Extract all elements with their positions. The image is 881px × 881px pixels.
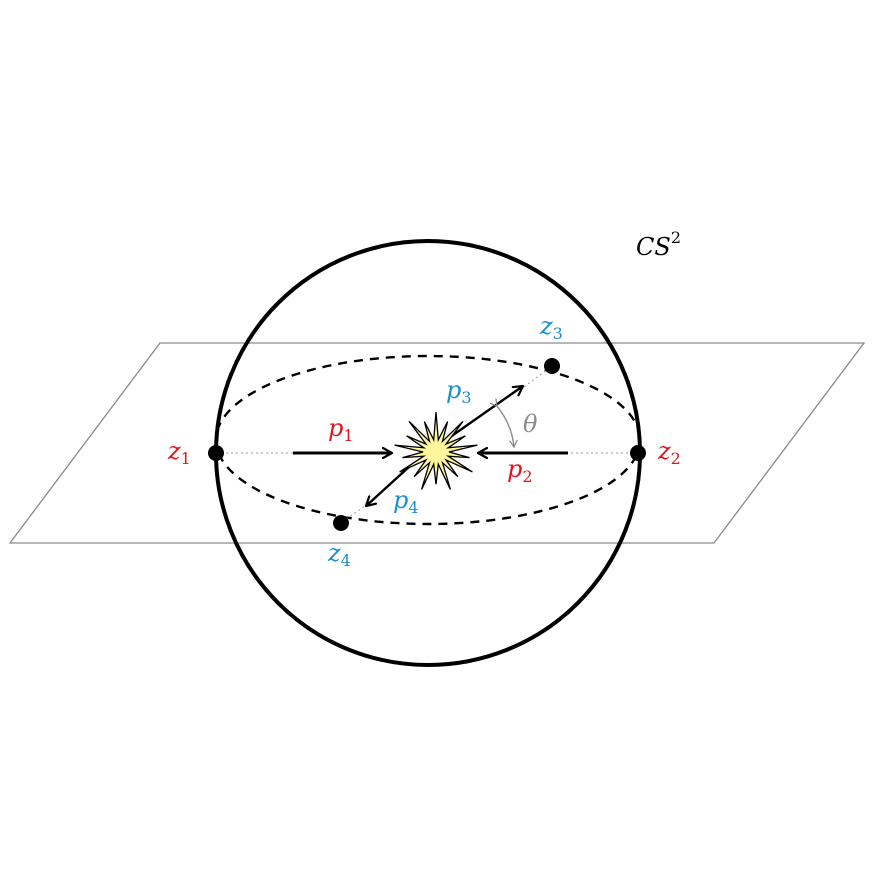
label-theta: θ (523, 410, 538, 438)
equator-dashed (214, 354, 642, 526)
scattering-plane (8, 342, 866, 544)
arrow-p3 (445, 386, 523, 441)
label-p4: p4 (393, 486, 419, 517)
label-p3: p3 (446, 376, 472, 407)
sphere-label: CS2 (636, 228, 681, 261)
label-p2: p2 (507, 455, 533, 486)
point-z4 (333, 515, 349, 531)
guide-line-z3 (519, 365, 553, 391)
label-z4: z4 (327, 539, 351, 570)
theta-arc (489, 398, 518, 449)
label-z3: z3 (539, 312, 563, 343)
label-z2: z2 (657, 437, 681, 468)
label-z1: z1 (167, 437, 191, 468)
arrow-p4 (366, 465, 411, 506)
point-z3 (544, 358, 560, 374)
label-p1: p1 (328, 414, 354, 445)
star-burst-icon (394, 412, 478, 490)
point-z2 (630, 445, 646, 461)
point-z1 (208, 445, 224, 461)
